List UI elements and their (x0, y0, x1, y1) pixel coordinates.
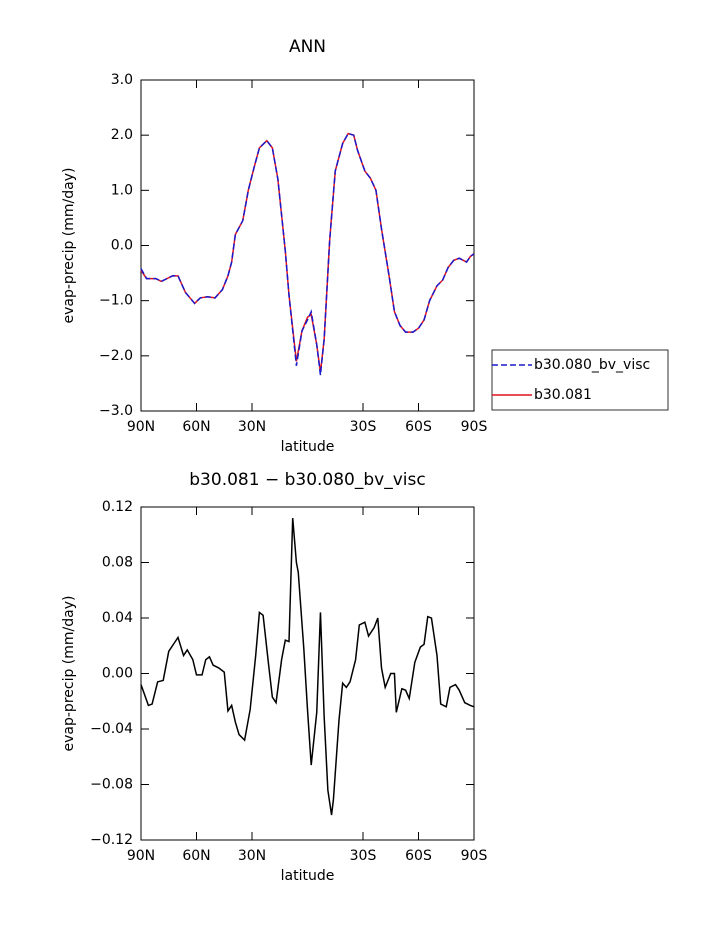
y-tick-label: 0.12 (102, 499, 133, 515)
y-tick-label: −1.0 (99, 293, 133, 309)
y-tick-label: −0.08 (90, 777, 133, 793)
legend-label: b30.081 (534, 387, 592, 403)
y-tick-label: 2.0 (111, 127, 133, 143)
data-line (140, 132, 475, 373)
data-line (140, 132, 475, 376)
x-tick-label: 30S (350, 848, 377, 864)
x-tick-label: 90S (461, 419, 488, 435)
x-tick-label: 60N (182, 419, 210, 435)
legend-box (491, 349, 669, 411)
x-tick-label: 30N (238, 419, 266, 435)
y-tick-label: 0.04 (102, 610, 133, 626)
y-axis-label: evap-precip (mm/day) (61, 168, 77, 324)
y-tick-label: 0.08 (102, 555, 133, 571)
data-line (140, 518, 475, 816)
y-tick-label: 0.00 (102, 666, 133, 682)
y-tick-label: −3.0 (99, 403, 133, 419)
x-tick-label: 60S (405, 419, 432, 435)
x-axis-label: latitude (281, 439, 335, 455)
y-tick-label: 3.0 (111, 72, 133, 88)
x-tick-label: 90N (127, 419, 155, 435)
plot-frame (140, 79, 475, 412)
x-tick-label: 60S (405, 848, 432, 864)
x-tick-label: 30S (350, 419, 377, 435)
y-axis-label: evap-precip (mm/day) (61, 596, 77, 752)
x-tick-label: 90N (127, 848, 155, 864)
y-tick-label: 1.0 (111, 182, 133, 198)
x-tick-label: 60N (182, 848, 210, 864)
plot-frame (140, 506, 475, 841)
x-tick-label: 90S (461, 848, 488, 864)
y-tick-label: −0.04 (90, 721, 133, 737)
chart-title: ANN (289, 37, 326, 57)
x-tick-label: 30N (238, 848, 266, 864)
y-tick-label: −2.0 (99, 348, 133, 364)
legend-label: b30.080_bv_visc (534, 357, 650, 373)
chart-title: b30.081 − b30.080_bv_visc (189, 470, 425, 490)
y-tick-label: 0.0 (111, 238, 133, 254)
x-axis-label: latitude (281, 868, 335, 884)
y-tick-label: −0.12 (90, 832, 133, 848)
